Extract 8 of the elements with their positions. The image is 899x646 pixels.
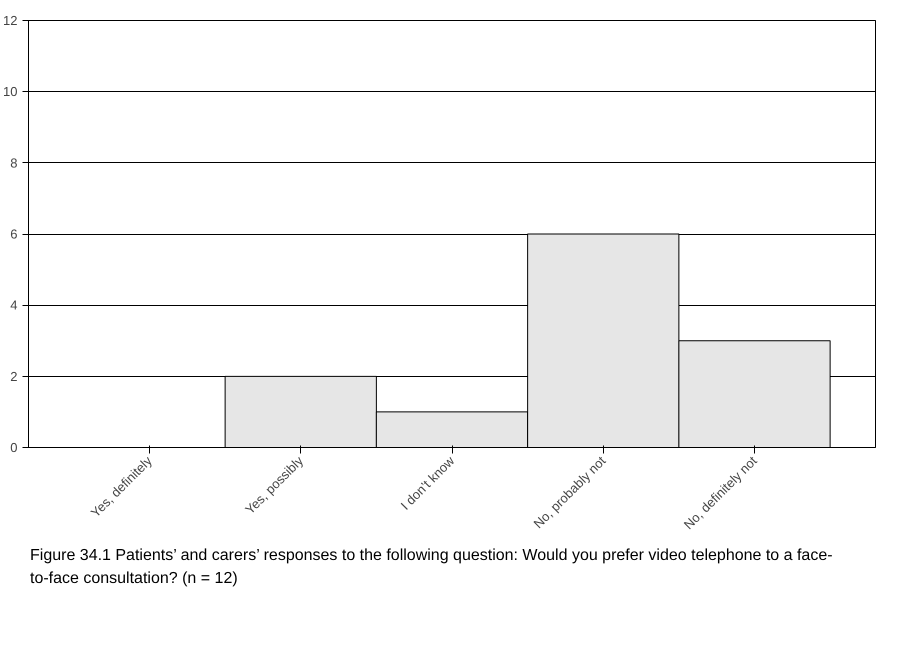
- y-tick-label: 12: [3, 13, 18, 28]
- y-tick-label: 2: [10, 368, 18, 384]
- text: Figure 34.1 Patients’ and carers’ responses to the following question: Would you prefer video telephone to a face-to-face consultation? (n = 12): [30, 546, 834, 589]
- y-tick-label: 8: [10, 155, 18, 170]
- y-tick-label: 10: [3, 84, 18, 100]
- y-tick-label: 4: [10, 298, 18, 313]
- y-tick-label: 6: [10, 226, 18, 242]
- y-tick-label: 0: [10, 440, 18, 455]
